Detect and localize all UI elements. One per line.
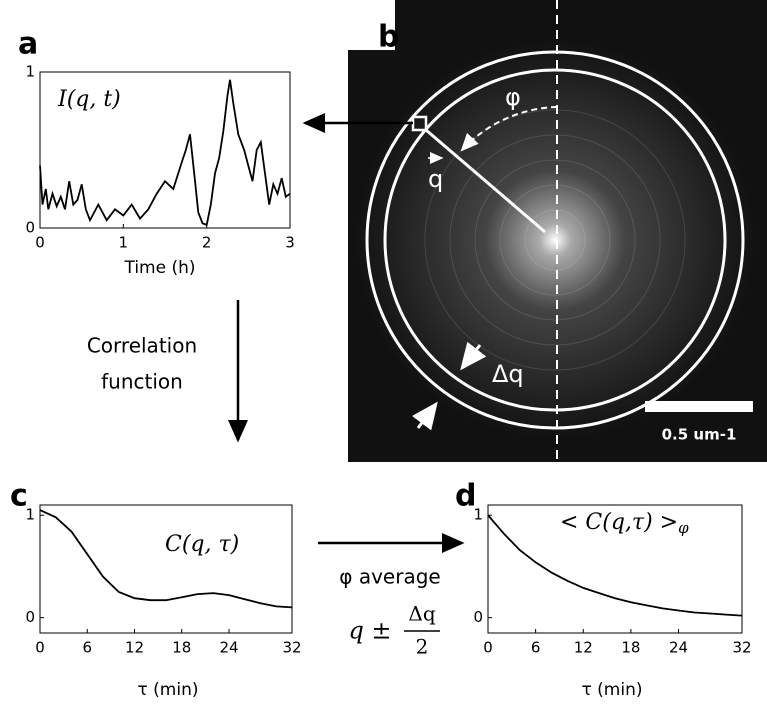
x-tick-label: 2 bbox=[202, 234, 212, 252]
vector-label: q bbox=[428, 165, 443, 193]
data-line bbox=[39, 79, 291, 227]
x-tick-label: 1 bbox=[119, 234, 129, 252]
chart-title: I(q, t) bbox=[57, 87, 121, 112]
plot-frame bbox=[39, 504, 293, 634]
plot-frame bbox=[487, 504, 743, 634]
chart-title: < C(q,τ) >φ bbox=[560, 510, 689, 537]
panel-label: d bbox=[455, 479, 476, 514]
x-tick-label: 6 bbox=[82, 639, 92, 657]
step-text: function bbox=[101, 370, 183, 394]
panel-label: c bbox=[10, 479, 28, 514]
x-tick-label: 3 bbox=[285, 234, 295, 252]
plot-frame bbox=[39, 71, 291, 229]
x-axis-label: Time (h) bbox=[123, 258, 195, 278]
x-axis-label: τ (min) bbox=[582, 680, 643, 700]
x-tick-label: 0 bbox=[483, 639, 493, 657]
x-tick-label: 32 bbox=[282, 639, 301, 657]
scale-label: 0.5 um-1 bbox=[662, 426, 737, 444]
data-line bbox=[39, 509, 293, 609]
x-tick-label: 32 bbox=[732, 639, 751, 657]
title-subscript: φ bbox=[678, 519, 689, 537]
panel-label: b bbox=[378, 20, 399, 55]
panel-b-image: b φ q Δq 0.5 um-1 bbox=[348, 0, 767, 462]
x-tick-label: 24 bbox=[219, 639, 238, 657]
y-tick-label: 0 bbox=[25, 219, 35, 237]
x-axis-label: τ (min) bbox=[138, 680, 199, 700]
angle-label: φ bbox=[505, 83, 521, 111]
expr: q ± bbox=[348, 617, 391, 645]
y-tick-label: 1 bbox=[25, 63, 35, 81]
x-tick-label: 24 bbox=[669, 639, 688, 657]
x-tick-label: 12 bbox=[574, 639, 593, 657]
x-tick-label: 12 bbox=[125, 639, 144, 657]
numerator: Δq bbox=[408, 602, 435, 626]
x-tick-label: 0 bbox=[35, 234, 45, 252]
panel-label: a bbox=[18, 27, 38, 62]
chart-title: C(q, τ) bbox=[165, 532, 239, 557]
x-tick-label: 0 bbox=[35, 639, 45, 657]
y-tick-label: 1 bbox=[473, 506, 483, 524]
step-text: φ average bbox=[339, 565, 440, 589]
denominator: 2 bbox=[416, 635, 429, 659]
x-tick-label: 6 bbox=[531, 639, 541, 657]
y-tick-label: 1 bbox=[25, 506, 35, 524]
data-line bbox=[487, 514, 743, 617]
x-tick-label: 18 bbox=[172, 639, 191, 657]
y-tick-label: 0 bbox=[473, 608, 483, 626]
width-label: Δq bbox=[492, 360, 524, 388]
y-tick-label: 0 bbox=[25, 608, 35, 626]
step-text: Correlation bbox=[87, 334, 197, 358]
x-tick-label: 18 bbox=[621, 639, 640, 657]
